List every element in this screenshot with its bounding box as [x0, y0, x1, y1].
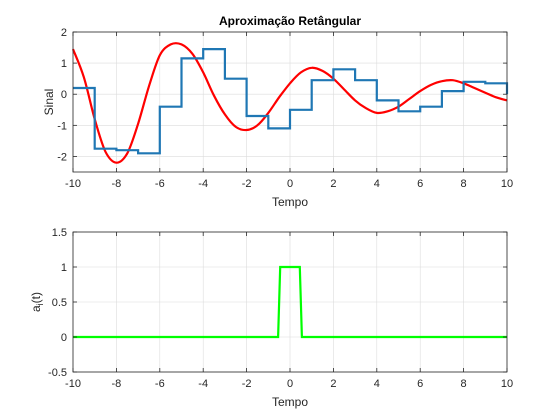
y-tick-label: -0.5 — [48, 367, 67, 379]
y-tick-label: 1.5 — [52, 227, 67, 239]
x-tick-label: 6 — [417, 378, 423, 390]
top-y-axis-label: Sinal — [42, 89, 56, 116]
x-tick-label: 4 — [374, 178, 380, 190]
y-tick-label: 2 — [61, 27, 67, 39]
x-tick-label: 8 — [461, 378, 467, 390]
x-tick-label: 8 — [461, 178, 467, 190]
top-x-axis-label: Tempo — [272, 195, 308, 209]
series-line-0 — [71, 42, 508, 164]
top-x-ticks: -10 -8 -6 -4 -2 0 2 4 6 8 10 — [65, 32, 513, 190]
y-tick-label: 0 — [61, 332, 67, 344]
bottom-y-label-main: a — [29, 305, 43, 312]
x-tick-label: -10 — [65, 378, 81, 390]
bottom-x-axis-label: Tempo — [272, 395, 308, 409]
x-tick-label: 2 — [330, 378, 336, 390]
bottom-x-ticks: -10 -8 -6 -4 -2 0 2 4 6 8 10 — [65, 232, 513, 390]
bottom-y-label-tail: (t) — [29, 292, 43, 303]
x-tick-label: 0 — [287, 178, 293, 190]
x-tick-label: -2 — [242, 178, 252, 190]
x-tick-label: 6 — [417, 178, 423, 190]
x-tick-label: 10 — [501, 378, 513, 390]
x-tick-label: -6 — [155, 178, 165, 190]
x-tick-label: 4 — [374, 378, 380, 390]
y-tick-label: 1 — [61, 58, 67, 70]
bottom-series — [73, 265, 507, 339]
x-tick-label: -6 — [155, 378, 165, 390]
top-series — [71, 42, 509, 164]
bottom-y-label-sub: i — [35, 303, 45, 305]
y-tick-label: -2 — [57, 151, 67, 163]
x-tick-label: 10 — [501, 178, 513, 190]
bottom-y-ticks: -0.5 0 0.5 1 1.5 — [48, 227, 507, 379]
x-tick-label: -2 — [242, 378, 252, 390]
x-tick-label: -8 — [112, 378, 122, 390]
x-tick-label: 2 — [330, 178, 336, 190]
bottom-chart: -10 -8 -6 -4 -2 0 2 4 6 8 10 -0.5 0 0.5 1 1.5 Tempo ai… — [29, 227, 513, 409]
x-tick-label: -4 — [198, 378, 208, 390]
x-tick-label: -8 — [112, 178, 122, 190]
series-line-1 — [73, 48, 509, 155]
x-tick-label: -10 — [65, 178, 81, 190]
bottom-y-axis-label: ai(t) — [29, 292, 45, 312]
y-tick-label: 0 — [61, 89, 67, 101]
y-tick-label: -1 — [57, 120, 67, 132]
x-tick-label: -4 — [198, 178, 208, 190]
top-chart-title: Aproximação Retângular — [219, 14, 361, 28]
y-tick-label: 1 — [61, 262, 67, 274]
series-line-0 — [73, 265, 507, 339]
x-tick-label: 0 — [287, 378, 293, 390]
y-tick-label: 0.5 — [52, 297, 67, 309]
top-y-ticks: -2 -1 0 1 2 — [57, 27, 507, 163]
